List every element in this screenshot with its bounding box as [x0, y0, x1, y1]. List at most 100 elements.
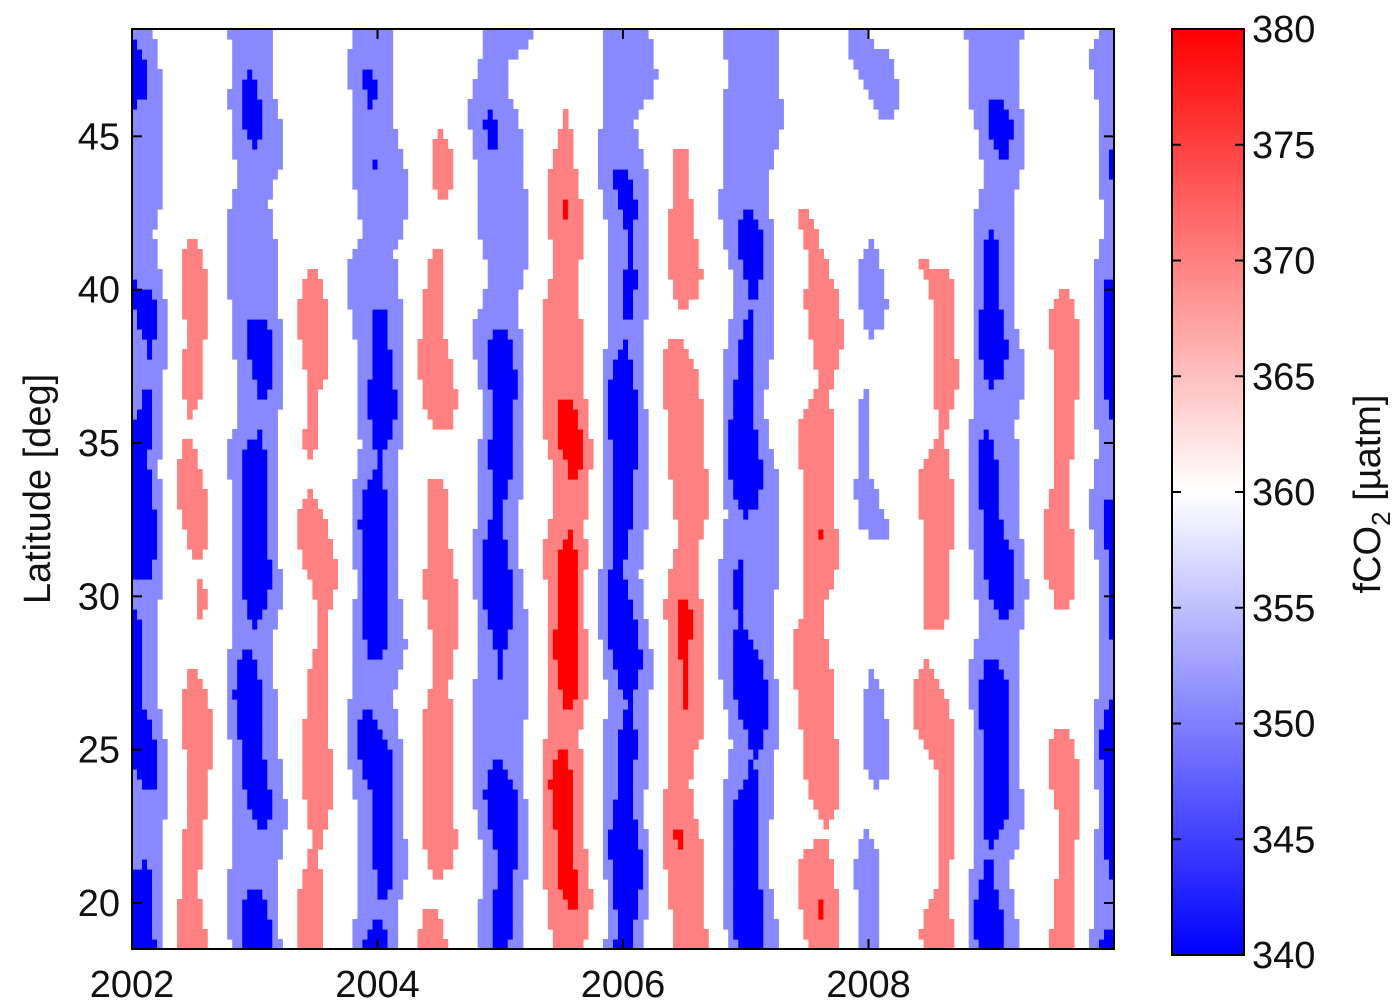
heatmap-cell [247, 669, 253, 680]
heatmap-cell [317, 569, 323, 580]
heatmap-cell [307, 939, 313, 949]
heatmap-cell [242, 99, 248, 110]
heatmap-cell [477, 659, 484, 670]
heatmap-cell [372, 349, 379, 360]
heatmap-cell [492, 139, 499, 150]
heatmap-cell [132, 159, 138, 170]
heatmap-cell [197, 279, 203, 290]
heatmap-cell [192, 769, 198, 780]
heatmap-cell [427, 569, 434, 580]
heatmap-cell [617, 609, 624, 620]
heatmap-cell [502, 169, 509, 180]
heatmap-cell [197, 909, 203, 920]
heatmap-cell [497, 399, 504, 410]
heatmap-cell [562, 849, 569, 860]
heatmap-cell [577, 519, 584, 530]
heatmap-cell [427, 749, 434, 760]
heatmap-cell [507, 529, 514, 540]
heatmap-cell [152, 89, 158, 100]
heatmap-cell [257, 489, 263, 500]
heatmap-cell [242, 679, 248, 690]
heatmap-cell [347, 289, 354, 300]
heatmap-cell [272, 619, 278, 630]
heatmap-cell [427, 519, 434, 530]
heatmap-cell [262, 879, 268, 890]
heatmap-cell [432, 749, 439, 760]
heatmap-cell [427, 619, 434, 630]
heatmap-cell [327, 799, 334, 810]
heatmap-cell [277, 569, 283, 580]
heatmap-cell [257, 729, 263, 740]
heatmap-cell [617, 239, 624, 250]
heatmap-cell [232, 769, 238, 780]
heatmap-cell [247, 129, 253, 140]
heatmap-cell [322, 729, 328, 740]
heatmap-cell [447, 809, 454, 820]
heatmap-cell [502, 829, 509, 840]
heatmap-cell [297, 889, 303, 900]
heatmap-cell [177, 909, 183, 920]
heatmap-cell [182, 829, 188, 840]
heatmap-cell [442, 379, 449, 390]
heatmap-cell [312, 559, 318, 570]
heatmap-cell [307, 389, 313, 400]
heatmap-cell [487, 819, 494, 830]
heatmap-cell [307, 799, 313, 810]
heatmap-cell [232, 309, 238, 320]
heatmap-cell [552, 689, 559, 700]
heatmap-cell [392, 369, 399, 380]
heatmap-cell [562, 799, 569, 810]
heatmap-cell [517, 379, 524, 390]
heatmap-cell [357, 839, 364, 850]
heatmap-cell [502, 669, 509, 680]
heatmap-cell [242, 129, 248, 140]
heatmap-cell [437, 519, 444, 530]
heatmap-cell [357, 139, 364, 150]
heatmap-cell [477, 189, 484, 200]
heatmap-cell [267, 529, 273, 540]
heatmap-cell [522, 649, 529, 660]
heatmap-cell [237, 869, 243, 880]
heatmap-cell [392, 209, 399, 220]
heatmap-cell [147, 599, 153, 610]
heatmap-cell [152, 499, 158, 510]
heatmap-cell [372, 849, 379, 860]
heatmap-cell [572, 849, 579, 860]
heatmap-cell [157, 269, 163, 280]
heatmap-cell [392, 519, 399, 530]
heatmap-cell [507, 259, 514, 270]
heatmap-cell [252, 719, 258, 730]
heatmap-cell [352, 519, 359, 530]
heatmap-cell [252, 189, 258, 200]
heatmap-cell [362, 419, 369, 430]
heatmap-cell [397, 349, 404, 360]
heatmap-cell [487, 149, 494, 160]
heatmap-cell [232, 429, 238, 440]
heatmap-cell [247, 579, 253, 590]
heatmap-cell [437, 829, 444, 840]
heatmap-cell [542, 779, 549, 790]
heatmap-cell [607, 529, 614, 540]
heatmap-cell [262, 829, 268, 840]
heatmap-cell [552, 299, 559, 310]
heatmap-cell [512, 499, 519, 510]
heatmap-cell [187, 359, 193, 370]
heatmap-cell [612, 59, 619, 70]
heatmap-cell [502, 579, 509, 590]
heatmap-cell [192, 879, 198, 890]
heatmap-cell [322, 639, 328, 650]
heatmap-cell [617, 429, 624, 440]
heatmap-cell [487, 939, 494, 949]
heatmap-cell [132, 839, 138, 850]
heatmap-cell [257, 859, 263, 870]
heatmap-cell [362, 579, 369, 590]
heatmap-cell [437, 249, 444, 260]
heatmap-cell [277, 769, 283, 780]
heatmap-cell [267, 719, 273, 730]
heatmap-cell [487, 479, 494, 490]
heatmap-cell [187, 399, 193, 410]
heatmap-cell [307, 709, 313, 720]
heatmap-cell [152, 939, 158, 949]
heatmap-cell [517, 659, 524, 670]
heatmap-cell [562, 369, 569, 380]
